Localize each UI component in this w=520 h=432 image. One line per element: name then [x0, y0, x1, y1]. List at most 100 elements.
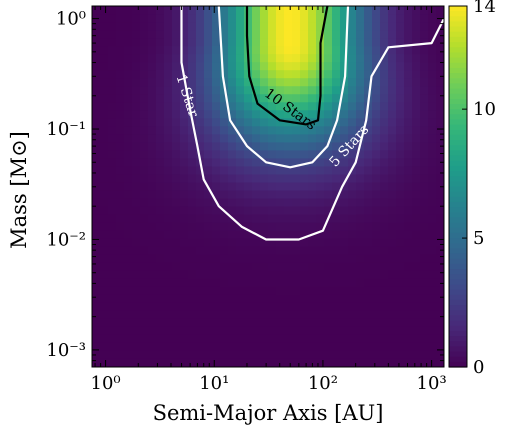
heatmap-cell	[228, 286, 237, 296]
heatmap-cell	[156, 134, 165, 143]
heatmap-cell	[388, 246, 397, 256]
heatmap-cell	[156, 46, 165, 55]
heatmap-cell	[148, 230, 157, 240]
heatmap-cell	[196, 294, 205, 304]
heatmap-cell	[212, 110, 221, 119]
heatmap-cell	[340, 14, 349, 23]
heatmap-cell	[372, 22, 381, 31]
heatmap-cell	[268, 182, 277, 192]
heatmap-cell	[244, 158, 253, 168]
heatmap-cell	[380, 254, 389, 264]
heatmap-cell	[196, 14, 205, 23]
heatmap-cell	[428, 14, 437, 23]
heatmap-cell	[172, 30, 181, 39]
heatmap-cell	[124, 222, 133, 232]
heatmap-cell	[188, 334, 197, 344]
heatmap-cell	[276, 158, 285, 168]
heatmap-cell	[140, 198, 149, 208]
heatmap-cell	[116, 54, 125, 63]
heatmap-cell	[340, 190, 349, 200]
heatmap-cell	[380, 102, 389, 111]
heatmap-cell	[308, 62, 317, 71]
heatmap-cell	[140, 358, 149, 367]
heatmap-cell	[252, 158, 261, 168]
heatmap-cell	[428, 294, 437, 304]
heatmap-cell	[116, 166, 125, 176]
heatmap-cell	[436, 126, 444, 135]
heatmap-cell	[180, 110, 189, 119]
heatmap-cell	[404, 334, 413, 344]
heatmap-cell	[420, 166, 429, 176]
heatmap-cell	[212, 6, 221, 15]
heatmap-cell	[404, 118, 413, 127]
heatmap-cell	[380, 238, 389, 248]
heatmap-cell	[324, 94, 333, 103]
heatmap-cell	[252, 6, 261, 15]
heatmap-cell	[124, 102, 133, 111]
heatmap-cell	[308, 334, 317, 344]
heatmap-cell	[356, 150, 365, 160]
heatmap-cell	[124, 214, 133, 224]
heatmap-cell	[148, 54, 157, 63]
heatmap-cell	[300, 222, 309, 232]
heatmap-cell	[244, 350, 253, 360]
heatmap-cell	[276, 126, 285, 135]
heatmap-cell	[412, 334, 421, 344]
heatmap-cell	[380, 158, 389, 168]
heatmap-cell	[356, 158, 365, 168]
heatmap-cell	[140, 126, 149, 135]
heatmap-cell	[188, 206, 197, 216]
heatmap-cell	[220, 334, 229, 344]
heatmap-cell	[348, 294, 357, 304]
heatmap-cell	[340, 118, 349, 127]
heatmap-cell	[372, 318, 381, 328]
heatmap-cell	[396, 238, 405, 248]
heatmap-cell	[124, 14, 133, 23]
heatmap-cell	[172, 334, 181, 344]
heatmap-cell	[324, 22, 333, 31]
heatmap-cell	[356, 270, 365, 280]
heatmap-cell	[132, 182, 141, 192]
colorbar-tick-label: 0	[473, 357, 484, 378]
heatmap-cell	[124, 294, 133, 304]
heatmap-cell	[324, 46, 333, 55]
heatmap-cell	[108, 62, 117, 71]
heatmap-cell	[332, 166, 341, 176]
heatmap-cell	[172, 326, 181, 336]
heatmap-cell	[404, 270, 413, 280]
heatmap-cell	[196, 46, 205, 55]
heatmap-cell	[268, 254, 277, 264]
heatmap-cell	[108, 166, 117, 176]
heatmap-cell	[348, 206, 357, 216]
heatmap-cell	[268, 70, 277, 79]
heatmap-cell	[244, 118, 253, 127]
heatmap-cell	[276, 214, 285, 224]
heatmap-cell	[148, 142, 157, 151]
heatmap-cell	[196, 198, 205, 208]
heatmap-cell	[148, 190, 157, 200]
heatmap-cell	[124, 38, 133, 47]
heatmap-cell	[140, 214, 149, 224]
heatmap-cell	[260, 262, 269, 272]
heatmap-cell	[124, 118, 133, 127]
heatmap-cell	[364, 246, 373, 256]
heatmap-cell	[140, 14, 149, 23]
heatmap-cell	[404, 70, 413, 79]
heatmap-cell	[108, 294, 117, 304]
heatmap-cell	[380, 166, 389, 176]
heatmap-cell	[380, 70, 389, 79]
heatmap-cell	[228, 342, 237, 352]
colorbar-segment	[449, 114, 467, 121]
heatmap-cell	[116, 246, 125, 256]
heatmap-cell	[380, 246, 389, 256]
heatmap-cell	[340, 230, 349, 240]
heatmap-cell	[140, 62, 149, 71]
heatmap-cell	[132, 342, 141, 352]
heatmap-cell	[220, 102, 229, 111]
heatmap-cell	[188, 78, 197, 87]
heatmap-cell	[252, 254, 261, 264]
heatmap-cell	[436, 310, 444, 320]
heatmap-cell	[372, 78, 381, 87]
heatmap-cell	[132, 110, 141, 119]
heatmap-cell	[364, 190, 373, 200]
